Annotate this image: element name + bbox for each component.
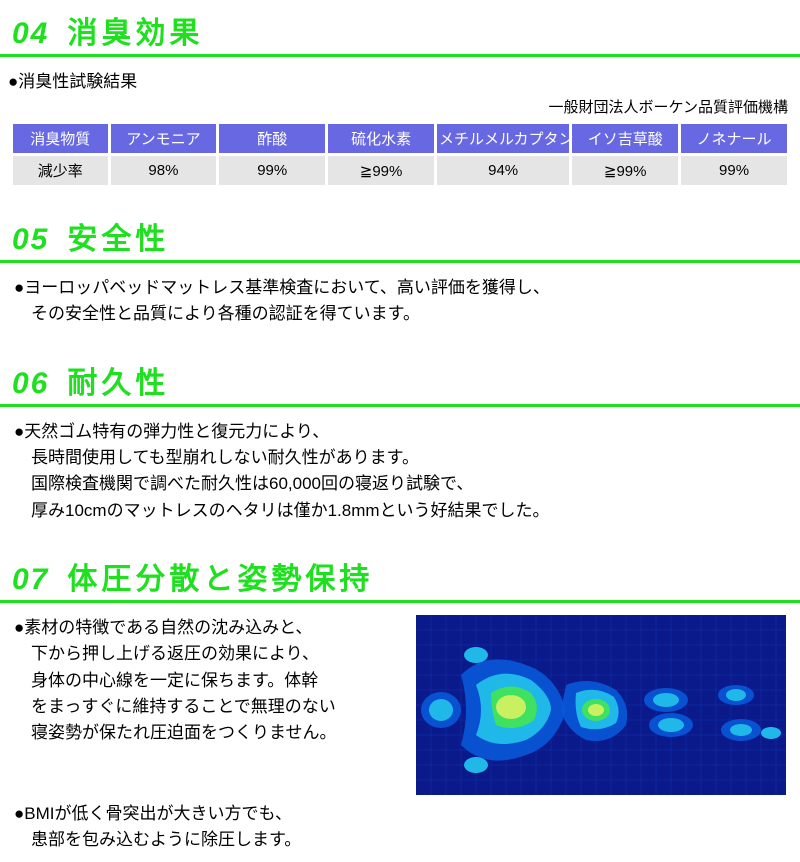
deodorant-table: 消臭物質 アンモニア 酢酸 硫化水素 メチルメルカプタン イソ吉草酸 ノネナール… (10, 121, 790, 188)
table-cell: 減少率 (13, 156, 108, 185)
section-07-heading: 07 体圧分散と姿勢保持 (0, 546, 800, 603)
section-06-number: 06 (12, 367, 49, 401)
section-04-subtitle: ●消臭性試験結果 (0, 57, 800, 92)
table-cell: 94% (437, 156, 569, 185)
section-04-title: 消臭効果 (67, 8, 203, 52)
section-05-number: 05 (12, 223, 49, 257)
table-header: ノネナール (681, 124, 787, 153)
section-06-body: ●天然ゴム特有の弾力性と復元力により、 長時間使用しても型崩れしない耐久性があり… (0, 407, 800, 546)
section-04-heading: 04 消臭効果 (0, 0, 800, 57)
table-header: 消臭物質 (13, 124, 108, 153)
table-cell: ≧99% (328, 156, 434, 185)
heatmap-svg (416, 615, 786, 795)
section-06-heading: 06 耐久性 (0, 350, 800, 407)
section-06-title: 耐久性 (67, 358, 169, 402)
table-row: 減少率 98% 99% ≧99% 94% ≧99% 99% (13, 156, 787, 185)
section-07-title: 体圧分散と姿勢保持 (67, 554, 373, 598)
table-cell: 98% (111, 156, 217, 185)
table-header: 硫化水素 (328, 124, 434, 153)
table-header: イソ吉草酸 (572, 124, 678, 153)
pressure-heatmap (416, 615, 786, 795)
section-04-table-wrap: 消臭物質 アンモニア 酢酸 硫化水素 メチルメルカプタン イソ吉草酸 ノネナール… (0, 121, 800, 206)
table-cell: 99% (219, 156, 325, 185)
section-07-number: 07 (12, 563, 49, 597)
section-07-body2: ●BMIが低く骨突出が大きい方でも、 患部を包み込むように除圧します。 (0, 801, 800, 862)
table-header: 酢酸 (219, 124, 325, 153)
table-header-row: 消臭物質 アンモニア 酢酸 硫化水素 メチルメルカプタン イソ吉草酸 ノネナール (13, 124, 787, 153)
table-cell: ≧99% (572, 156, 678, 185)
section-07-row: ●素材の特徴である自然の沈み込みと、 下から押し上げる返圧の効果により、 身体の… (0, 603, 800, 801)
section-05-title: 安全性 (67, 214, 169, 258)
section-04-number: 04 (12, 17, 49, 51)
section-04-right-note: 一般財団法人ボーケン品質評価機構 (0, 92, 800, 121)
section-07-body1: ●素材の特徴である自然の沈み込みと、 下から押し上げる返圧の効果により、 身体の… (14, 615, 406, 747)
section-05-body: ●ヨーロッパベッドマットレス基準検査において、高い評価を獲得し、 その安全性と品… (0, 263, 800, 350)
section-05-heading: 05 安全性 (0, 206, 800, 263)
table-header: アンモニア (111, 124, 217, 153)
table-cell: 99% (681, 156, 787, 185)
table-header: メチルメルカプタン (437, 124, 569, 153)
